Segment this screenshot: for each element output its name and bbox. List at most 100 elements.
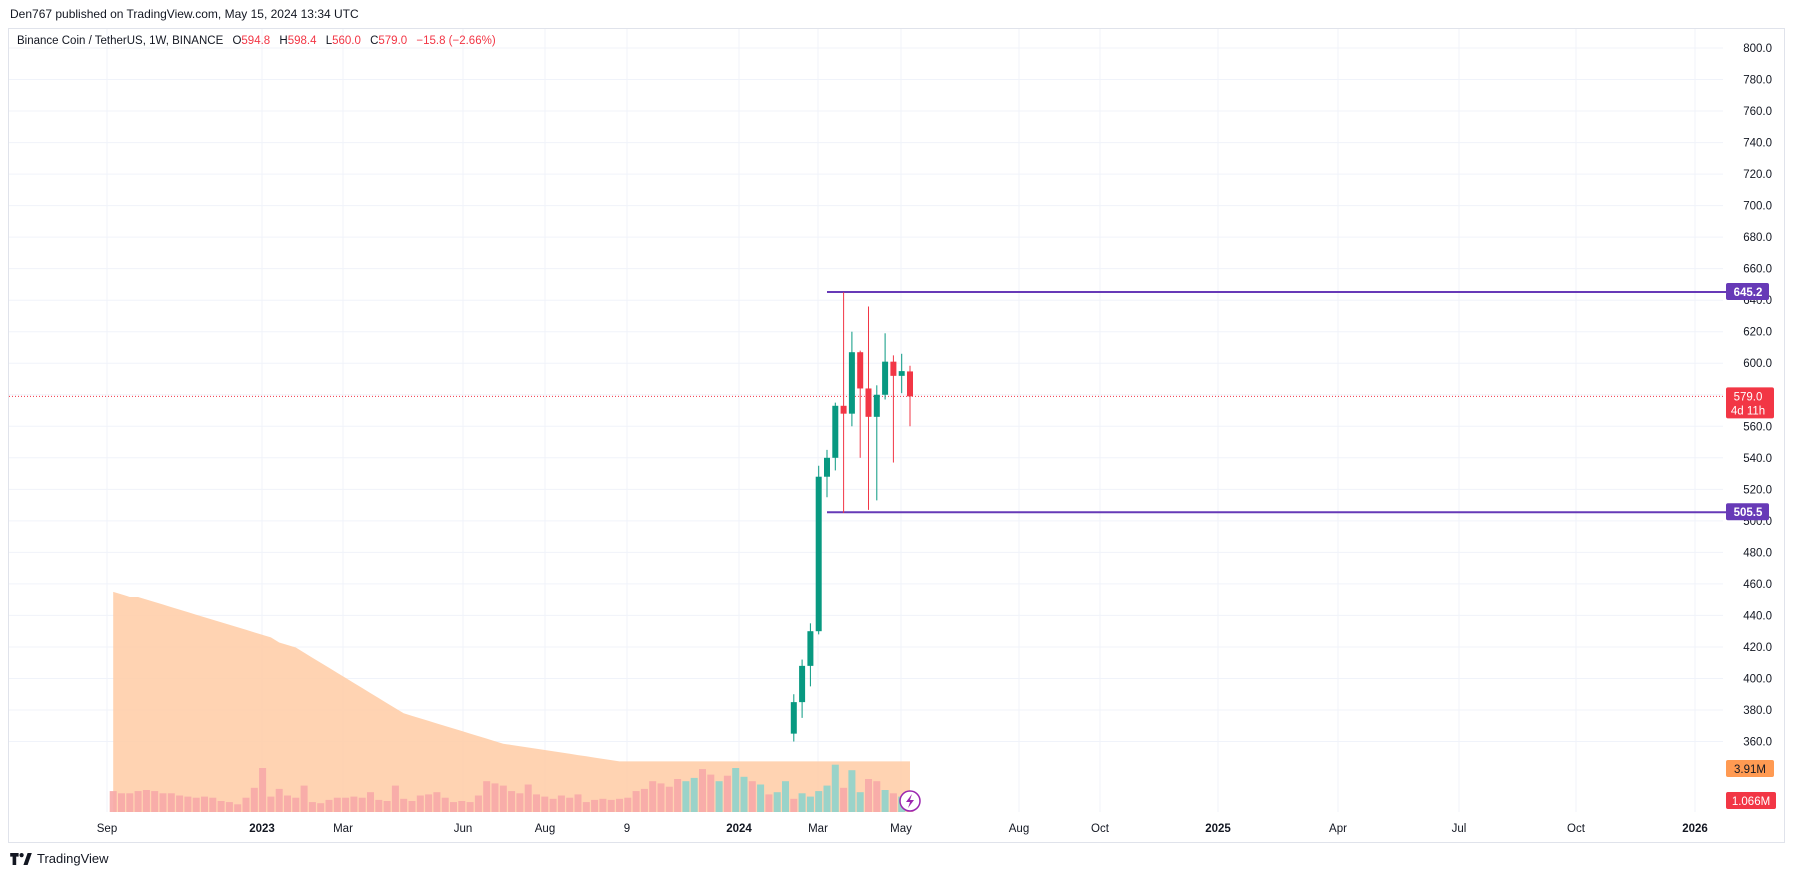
- volume-bar: [400, 798, 408, 812]
- volume-bar: [682, 781, 690, 812]
- volume-bar: [516, 793, 524, 812]
- volume-bar: [250, 787, 258, 812]
- volume-bar: [856, 792, 864, 812]
- time-tick-label: 2023: [249, 823, 275, 835]
- volume-bar: [134, 791, 142, 812]
- volume-bar: [690, 777, 698, 812]
- time-tick-label: Jun: [454, 823, 473, 835]
- volume-bar: [267, 796, 275, 812]
- volume-value-label: 1.066M: [1732, 796, 1770, 808]
- volume-bar: [699, 769, 706, 812]
- price-tick-label: 600.0: [1743, 358, 1772, 370]
- candle-body: [807, 631, 814, 666]
- volume-bar: [624, 797, 632, 812]
- volume-badge: [1726, 792, 1776, 809]
- price-tick-label: 740.0: [1743, 138, 1772, 150]
- volume-bar: [491, 783, 499, 812]
- volume-bar: [806, 796, 814, 812]
- volume-bar: [798, 793, 806, 812]
- lightning-bolt-icon: [906, 794, 914, 808]
- volume-bar: [242, 797, 250, 812]
- volume-bar: [325, 799, 333, 812]
- volume-bar: [342, 797, 350, 812]
- high-key: H: [279, 35, 288, 47]
- volume-bar: [649, 781, 657, 812]
- candle-body: [882, 361, 889, 395]
- time-tick-label: Aug: [535, 823, 555, 835]
- candle-body: [890, 361, 897, 376]
- volume-bar: [184, 796, 192, 812]
- volume-bar: [275, 788, 283, 812]
- countdown-label: 4d 11h: [1731, 405, 1765, 417]
- publish-info: Den767 published on TradingView.com, May…: [10, 7, 359, 21]
- volume-bar: [466, 802, 474, 812]
- volume-bar: [234, 804, 242, 812]
- volume-bar: [657, 783, 665, 812]
- volume-bar: [350, 796, 358, 812]
- price-tick-label: 680.0: [1743, 232, 1772, 244]
- price-tick-label: 440.0: [1743, 610, 1772, 622]
- candle-body: [840, 405, 847, 414]
- time-tick-label: Aug: [1009, 823, 1029, 835]
- volume-ma-value-label: 3.91M: [1734, 764, 1766, 776]
- volume-bar: [126, 793, 134, 812]
- volume-bar: [109, 791, 117, 812]
- time-tick-label: Oct: [1567, 823, 1586, 835]
- high-value: 598.4: [287, 35, 317, 47]
- volume-bar: [292, 797, 300, 812]
- symbol-title: Binance Coin / TetherUS, 1W, BINANCE: [17, 35, 224, 47]
- volume-bar: [391, 785, 399, 812]
- price-tick-label: 360.0: [1743, 737, 1772, 749]
- volume-bar: [549, 798, 557, 812]
- level-price-label: 645.2: [1734, 287, 1763, 299]
- price-tick-label: 400.0: [1743, 673, 1772, 685]
- volume-bar: [142, 790, 150, 812]
- level-price-badge: [1726, 503, 1769, 521]
- level-price-label: 505.5: [1734, 507, 1763, 519]
- price-tick-label: 520.0: [1743, 484, 1772, 496]
- volume-bar: [732, 768, 740, 812]
- price-tick-label: 760.0: [1743, 106, 1772, 118]
- volume-bar: [167, 793, 175, 812]
- volume-bar: [259, 768, 267, 812]
- volume-bar: [881, 790, 889, 812]
- price-tick-label: 480.0: [1743, 547, 1772, 559]
- volume-bar: [533, 794, 540, 812]
- last-price-badge: [1726, 387, 1774, 419]
- level-price-badge: [1726, 282, 1769, 300]
- candle-body: [832, 405, 839, 458]
- footer-brand[interactable]: TradingView: [10, 851, 109, 866]
- tradingview-logo-icon: [10, 852, 32, 865]
- volume-bar: [508, 791, 516, 812]
- volume-bar: [416, 795, 424, 812]
- volume-bar: [782, 781, 789, 812]
- time-tick-label: Oct: [1091, 823, 1110, 835]
- time-tick-label: 2025: [1205, 823, 1231, 835]
- footer-brand-label: TradingView: [37, 851, 109, 866]
- candle-body: [815, 476, 822, 632]
- volume-bar: [176, 795, 184, 812]
- candle-body: [857, 352, 864, 389]
- candle-body: [848, 352, 855, 414]
- volume-bar: [383, 801, 391, 812]
- low-value: 560.0: [332, 35, 361, 47]
- candle-body: [824, 457, 830, 477]
- volume-bar: [566, 797, 574, 812]
- volume-bar: [375, 799, 383, 812]
- time-tick-label: 9: [624, 823, 630, 835]
- volume-bar: [707, 774, 715, 812]
- volume-bar: [848, 770, 856, 812]
- close-value: 579.0: [378, 35, 408, 47]
- volume-bar: [740, 776, 748, 812]
- volume-bar: [574, 794, 582, 812]
- volume-bar: [865, 779, 872, 812]
- candle-body: [907, 371, 913, 397]
- volume-bar: [557, 795, 565, 812]
- volume-bar: [358, 797, 366, 812]
- volume-bar: [723, 775, 731, 812]
- chart-frame: [8, 28, 1785, 843]
- price-tick-label: 420.0: [1743, 642, 1772, 654]
- price-tick-label: 620.0: [1743, 327, 1772, 339]
- time-tick-label: Apr: [1329, 823, 1347, 835]
